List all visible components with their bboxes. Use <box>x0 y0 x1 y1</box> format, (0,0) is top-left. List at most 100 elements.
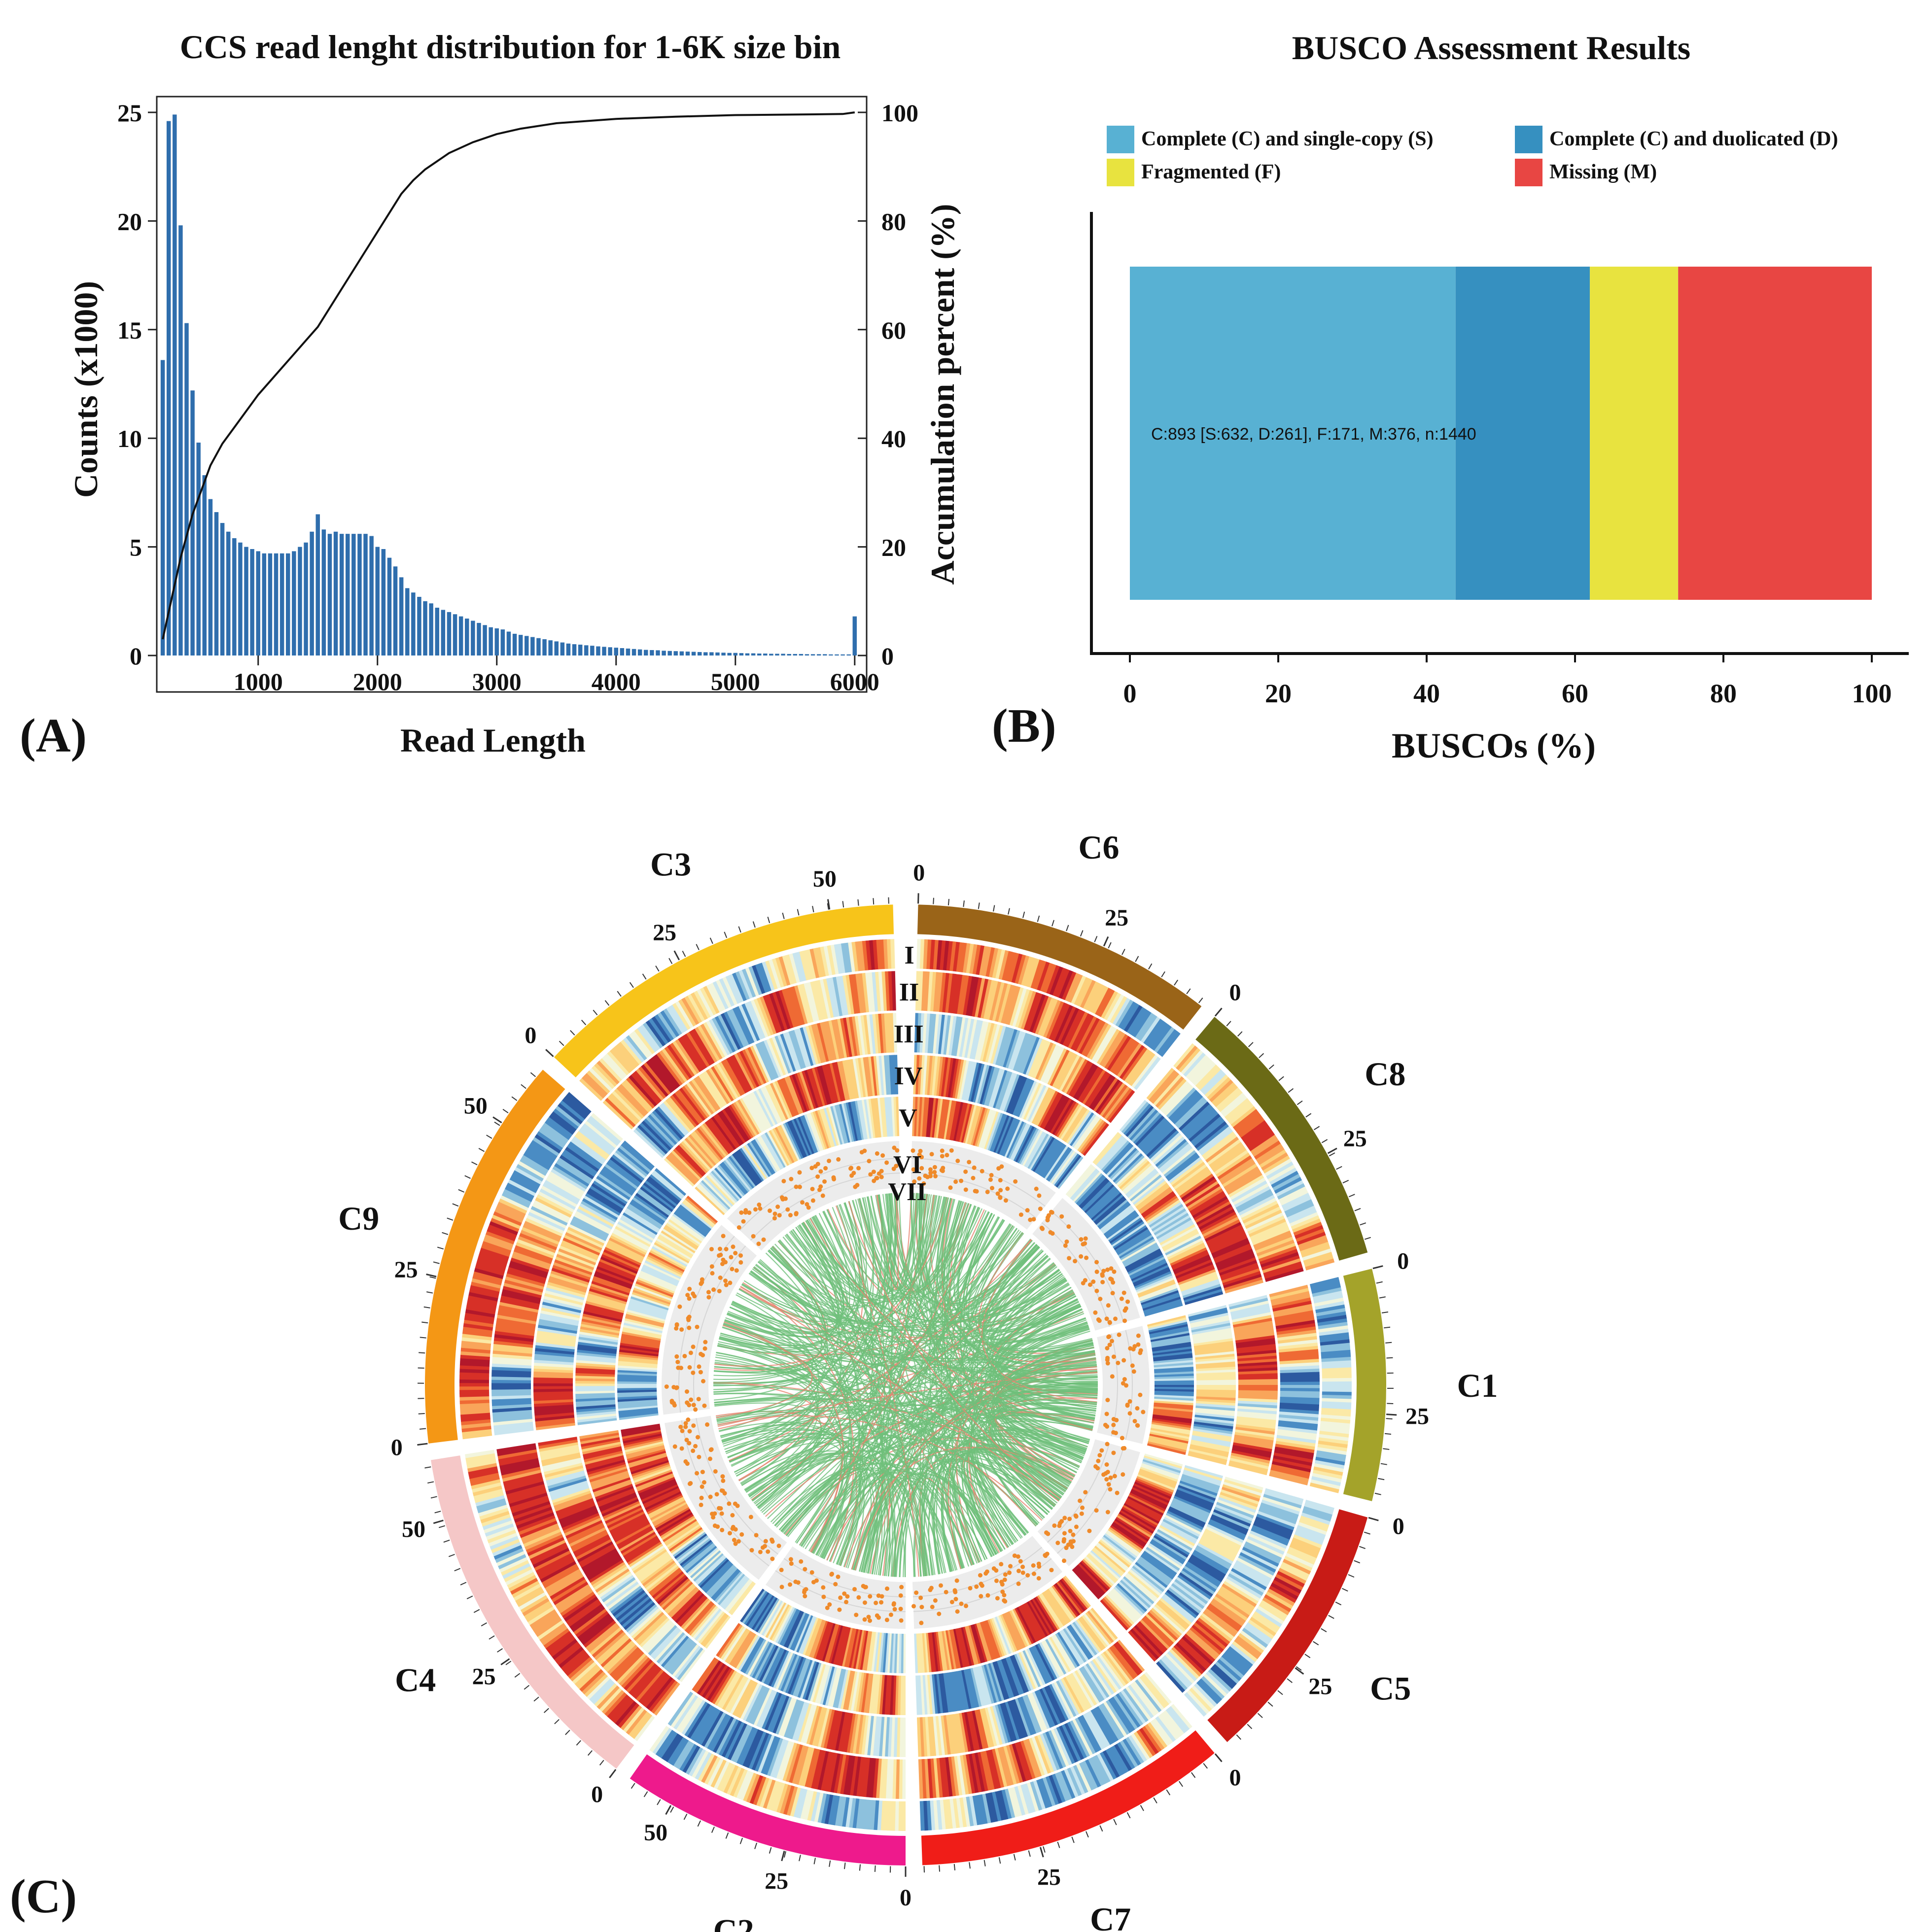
heatmap-cell <box>1140 1467 1178 1483</box>
heatmap-cell <box>1270 1583 1298 1600</box>
heatmap-cell <box>646 1493 683 1513</box>
heatmap-cell <box>590 1285 629 1300</box>
heatmap-cell <box>1081 1121 1107 1155</box>
heatmap-cell <box>1280 1372 1320 1377</box>
heatmap-cell <box>1037 1595 1060 1630</box>
heatmap-cell <box>699 1181 730 1211</box>
heatmap-cell <box>1045 1639 1067 1675</box>
histogram-bar <box>423 601 427 656</box>
heatmap-cell <box>653 1573 686 1601</box>
scatter-dot <box>1130 1363 1135 1368</box>
scatter-dot <box>930 1604 935 1609</box>
scatter-dot <box>751 1234 756 1239</box>
histogram-bar <box>715 652 720 656</box>
heatmap-cell <box>1151 1337 1191 1346</box>
heatmap-cell <box>566 1092 592 1114</box>
heatmap-cell <box>616 1525 653 1548</box>
heatmap-cell <box>618 1527 654 1550</box>
heatmap-cell <box>1132 1267 1170 1285</box>
heatmap-cell <box>1315 1456 1345 1466</box>
heatmap-cell <box>590 1283 629 1298</box>
heatmap-cell <box>1053 1727 1072 1766</box>
heatmap-cell <box>1083 1182 1113 1212</box>
heatmap-cell <box>964 1061 975 1101</box>
heatmap-cell <box>1076 1619 1102 1653</box>
x-tick-label: 80 <box>1710 679 1737 708</box>
heatmap-cell <box>481 1514 511 1527</box>
heatmap-cell <box>810 1792 820 1822</box>
heatmap-cell <box>859 1799 866 1829</box>
heatmap-cell <box>574 1664 599 1687</box>
heatmap-cell <box>652 1571 684 1599</box>
link-curve <box>853 1246 1041 1571</box>
heatmap-cell <box>1074 1173 1103 1204</box>
panel-a-y-axis-label: Counts (x1000) <box>67 281 105 498</box>
heatmap-cell <box>1027 1085 1047 1122</box>
scatter-dot <box>838 1595 843 1600</box>
heatmap-cell <box>792 1658 808 1696</box>
heatmap-cell <box>462 1330 492 1338</box>
heatmap-cell <box>817 1109 832 1148</box>
scatter-dot <box>1066 1224 1071 1229</box>
heatmap-cell <box>1279 1408 1319 1415</box>
heatmap-cell <box>1248 1218 1287 1238</box>
histogram-bar <box>220 523 225 656</box>
heatmap-cell <box>696 1127 724 1160</box>
heatmap-cell <box>1292 1537 1321 1552</box>
x-tick-label: 1000 <box>234 668 283 695</box>
heatmap-cell <box>1081 1019 1103 1056</box>
heatmap-cell <box>767 1693 785 1732</box>
scatter-dot <box>979 1594 983 1599</box>
heatmap-cell <box>1226 1101 1252 1123</box>
heatmap-cell <box>1254 1233 1293 1251</box>
heatmap-cell <box>992 1026 1007 1065</box>
heatmap-cell <box>863 1799 870 1829</box>
scatter-dot <box>1059 1519 1064 1524</box>
heatmap-cell <box>635 1126 666 1156</box>
heatmap-cell <box>749 1141 772 1176</box>
heatmap-cell <box>1157 1219 1193 1242</box>
heatmap-cell <box>958 1713 969 1753</box>
heatmap-cell <box>1305 1258 1335 1271</box>
heatmap-cell <box>1090 1607 1118 1640</box>
heatmap-cell <box>1192 1428 1232 1437</box>
heatmap-cell <box>1161 1228 1198 1250</box>
heatmap-cell <box>884 1717 890 1757</box>
link-curve <box>731 1245 1040 1334</box>
heatmap-cell <box>500 1295 540 1307</box>
heatmap-cell <box>1127 1685 1154 1719</box>
heatmap-cell <box>1092 986 1109 1014</box>
heatmap-cell <box>680 1035 705 1070</box>
scatter-dot <box>770 1556 775 1561</box>
heatmap-cell <box>1100 1599 1129 1631</box>
heatmap-cell <box>862 1757 870 1797</box>
heatmap-cell <box>646 1178 679 1205</box>
heatmap-cell <box>1229 1300 1269 1312</box>
heatmap-cell <box>521 1154 549 1173</box>
heatmap-cell <box>1049 1002 1068 1040</box>
heatmap-cell <box>955 1628 966 1668</box>
heatmap-cell <box>605 1507 643 1526</box>
heatmap-cell <box>1141 1292 1180 1308</box>
heatmap-cell <box>1117 1515 1152 1538</box>
heatmap-cell <box>704 1664 728 1700</box>
heatmap-cell <box>1056 1632 1080 1667</box>
heatmap-cell <box>640 1024 661 1051</box>
heatmap-cell <box>1010 1123 1029 1160</box>
heatmap-cell <box>878 971 884 1011</box>
heatmap-cell <box>609 1237 646 1257</box>
heatmap-cell <box>1102 1651 1129 1685</box>
heatmap-cell <box>1237 1114 1263 1136</box>
heatmap-cell <box>493 1424 533 1432</box>
heatmap-cell <box>965 1104 977 1144</box>
heatmap-cell <box>585 1554 621 1578</box>
heatmap-cell <box>1062 1577 1089 1609</box>
heatmap-cell <box>544 1465 584 1478</box>
heatmap-cell <box>585 1303 624 1315</box>
scatter-dot <box>677 1304 682 1309</box>
heatmap-cell <box>617 1147 650 1175</box>
scatter-dot <box>693 1444 698 1449</box>
heatmap-cell <box>1272 1458 1312 1470</box>
heatmap-cell <box>952 1059 962 1099</box>
heatmap-cell <box>1167 1651 1197 1682</box>
